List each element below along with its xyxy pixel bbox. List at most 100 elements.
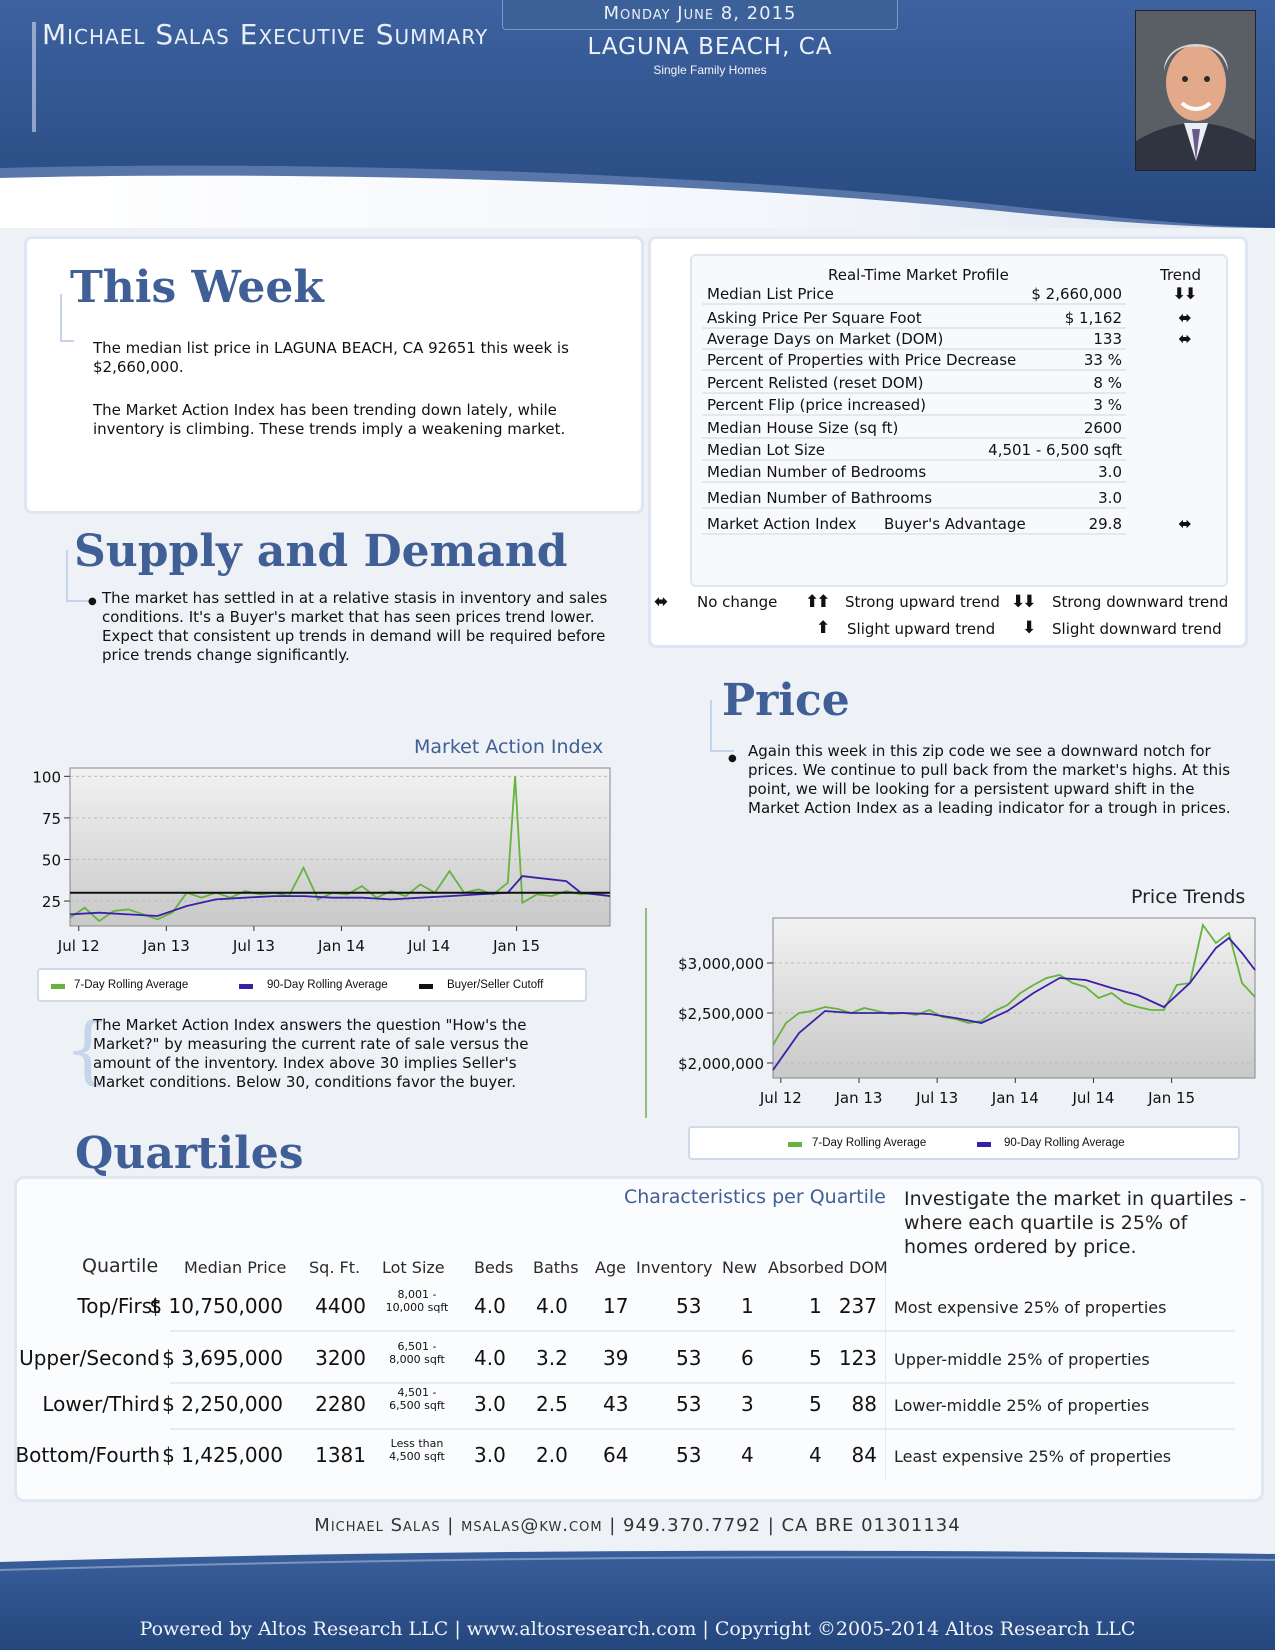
price-bullet: ● [728, 753, 737, 764]
agent-contact: Michael Salas | msalas@kw.com | 949.370.… [314, 1515, 961, 1536]
market-profile-value: 3 % [1093, 396, 1122, 414]
market-profile-row: Average Days on Market (DOM) 133 [702, 328, 1126, 350]
market-profile-value: 29.8 [1088, 515, 1122, 533]
market-profile-label: Median Lot Size [707, 441, 826, 459]
header-banner: Michael Salas Executive Summary Monday J… [0, 0, 1275, 228]
supply-heading: Supply and Demand [74, 526, 568, 577]
quartile-baths: 4.0 [536, 1294, 568, 1318]
quartile-sqft: 2280 [315, 1392, 366, 1416]
this-week-heading: This Week [70, 262, 324, 313]
price-legend: 7-Day Rolling Average 90-Day Rolling Ave… [688, 1126, 1240, 1160]
market-profile-row: Percent of Properties with Price Decreas… [702, 349, 1126, 371]
quartile-dom: 84 [851, 1443, 877, 1467]
supply-text: The market has settled in at a relative … [102, 589, 608, 664]
price-x-tick-label: Jan 15 [1147, 1089, 1195, 1107]
mai-note-brace: { [64, 1007, 112, 1093]
quartile-name: Top/First [77, 1294, 160, 1318]
strong-up-label: Strong upward trend [845, 593, 1000, 611]
quartile-inventory: 53 [676, 1392, 702, 1416]
market-profile-label: Percent of Properties with Price Decreas… [707, 351, 1017, 369]
quartile-absorbed: 4 [809, 1443, 822, 1467]
strong-down-symbol: ⬇⬇ [1011, 592, 1036, 612]
market-profile-row: Median Lot Size 4,501 - 6,500 sqft [702, 439, 1126, 461]
mai-legend-swatch-cutoff [419, 984, 433, 989]
quartile-name: Upper/Second [19, 1346, 160, 1370]
price-legend-swatch-90day [977, 1142, 991, 1147]
quartile-row-divider [170, 1330, 1235, 1332]
price-legend-label-7day: 7-Day Rolling Average [812, 1137, 927, 1149]
market-profile-row: Percent Relisted (reset DOM) 8 % [702, 372, 1126, 394]
quartiles-side-text: Investigate the market in quartiles - wh… [904, 1188, 1247, 1258]
quartiles-panel [14, 1176, 1264, 1502]
market-profile-label: Asking Price Per Square Foot [707, 309, 922, 327]
market-profile-value: 8 % [1093, 374, 1122, 392]
quartile-column-header: Absorbed [768, 1258, 844, 1277]
bottom-banner [0, 1540, 1275, 1650]
report-city: LAGUNA BEACH, CA [587, 34, 833, 60]
mai-legend-swatch-7day [51, 984, 65, 989]
price-x-tick-label: Jul 14 [1071, 1089, 1114, 1107]
market-profile-trend-icon: ⬇⬇ [1172, 284, 1198, 303]
this-week-para-2: The Market Action Index has been trendin… [93, 401, 566, 438]
quartile-column-header: Sq. Ft. [309, 1258, 361, 1277]
price-y-tick-label: $2,500,000 [678, 1005, 764, 1023]
quartile-column-header: Baths [533, 1258, 579, 1277]
mai-legend-label-7day: 7-Day Rolling Average [74, 979, 189, 991]
column-divider [645, 908, 647, 1118]
market-profile-value: 2600 [1083, 419, 1122, 437]
market-profile-value: 3.0 [1098, 489, 1122, 507]
price-x-tick-label: Jan 14 [991, 1089, 1039, 1107]
market-profile-row: Market Action Index Buyer's Advantage 29.8 [702, 513, 1126, 535]
price-text: Again this week in this zip code we see … [748, 742, 1231, 817]
market-profile-trend-icon: ⬌ [1178, 308, 1191, 327]
mai-legend-label-cutoff: Buyer/Seller Cutoff [447, 979, 544, 991]
quartile-lot-size: 6,501 -8,000 sqft [382, 1340, 452, 1366]
header-background [0, 0, 1275, 228]
no-change-symbol: ⬌ [654, 592, 669, 612]
price-x-tick-label: Jan 13 [834, 1089, 882, 1107]
quartile-name: Bottom/Fourth [15, 1443, 160, 1467]
price-y-tick-label: $2,000,000 [678, 1055, 764, 1073]
quartile-description: Upper-middle 25% of properties [894, 1350, 1150, 1369]
quartile-age: 43 [603, 1392, 629, 1416]
quartile-description: Most expensive 25% of properties [894, 1298, 1167, 1317]
powered-by: Powered by Altos Research LLC | www.alto… [139, 1618, 1136, 1640]
market-profile-value: $ 1,162 [1064, 309, 1122, 327]
market-profile-label: Percent Flip (price increased) [707, 396, 927, 414]
quartile-beds: 3.0 [474, 1392, 506, 1416]
price-chart: $3,000,000 $2,500,000 $2,000,000 Jul 12 Jan … [678, 917, 1256, 1107]
quartile-column-header: Age [595, 1258, 626, 1277]
quartile-lot-unit: 6,500 sqft [389, 1399, 445, 1412]
mai-y-tick-label: 100 [32, 768, 61, 786]
quartile-lot-unit: 10,000 sqft [385, 1301, 449, 1314]
quartile-lot-size: 4,501 -6,500 sqft [382, 1386, 452, 1412]
price-series-90-day-rolling-average [772, 936, 1256, 1071]
this-week-bracket [60, 294, 74, 342]
quartile-lot-range: 4,501 - [397, 1386, 437, 1399]
market-profile-row: Median Number of Bedrooms 3.0 [702, 461, 1126, 483]
market-profile-row: Median Number of Bathrooms 3.0 [702, 487, 1126, 509]
report-date: Monday June 8, 2015 [502, 0, 898, 30]
mai-legend-label-90day: 90-Day Rolling Average [267, 979, 388, 991]
quartile-absorbed: 5 [809, 1346, 822, 1370]
quartile-median-price: $ 1,425,000 [162, 1443, 283, 1467]
market-profile-title: Real-Time Market Profile [828, 266, 1009, 284]
quartile-sqft: 4400 [315, 1294, 366, 1318]
supply-bullet: ● [88, 596, 97, 607]
mai-y-tick-label: 50 [42, 851, 61, 869]
slight-up-label: Slight upward trend [847, 620, 996, 638]
mai-x-tick-label: Jul 14 [407, 937, 450, 955]
quartile-dom: 88 [851, 1392, 877, 1416]
market-profile-value: 133 [1093, 330, 1122, 348]
quartile-column-header: Inventory [636, 1258, 713, 1277]
slight-down-symbol: ⬇ [1022, 618, 1037, 638]
quartiles-side-rule [885, 1260, 886, 1480]
price-legend-label-90day: 90-Day Rolling Average [1004, 1137, 1125, 1149]
quartile-lot-range: Less than [390, 1437, 444, 1450]
quartile-beds: 4.0 [474, 1294, 506, 1318]
price-bracket [710, 700, 734, 752]
mai-series-90-day-rolling-average [69, 875, 611, 917]
quartiles-chart-title: Characteristics per Quartile [624, 1186, 886, 1208]
market-profile-row: Median House Size (sq ft) 2600 [702, 417, 1126, 439]
mai-note: The Market Action Index answers the ques… [93, 1016, 529, 1091]
